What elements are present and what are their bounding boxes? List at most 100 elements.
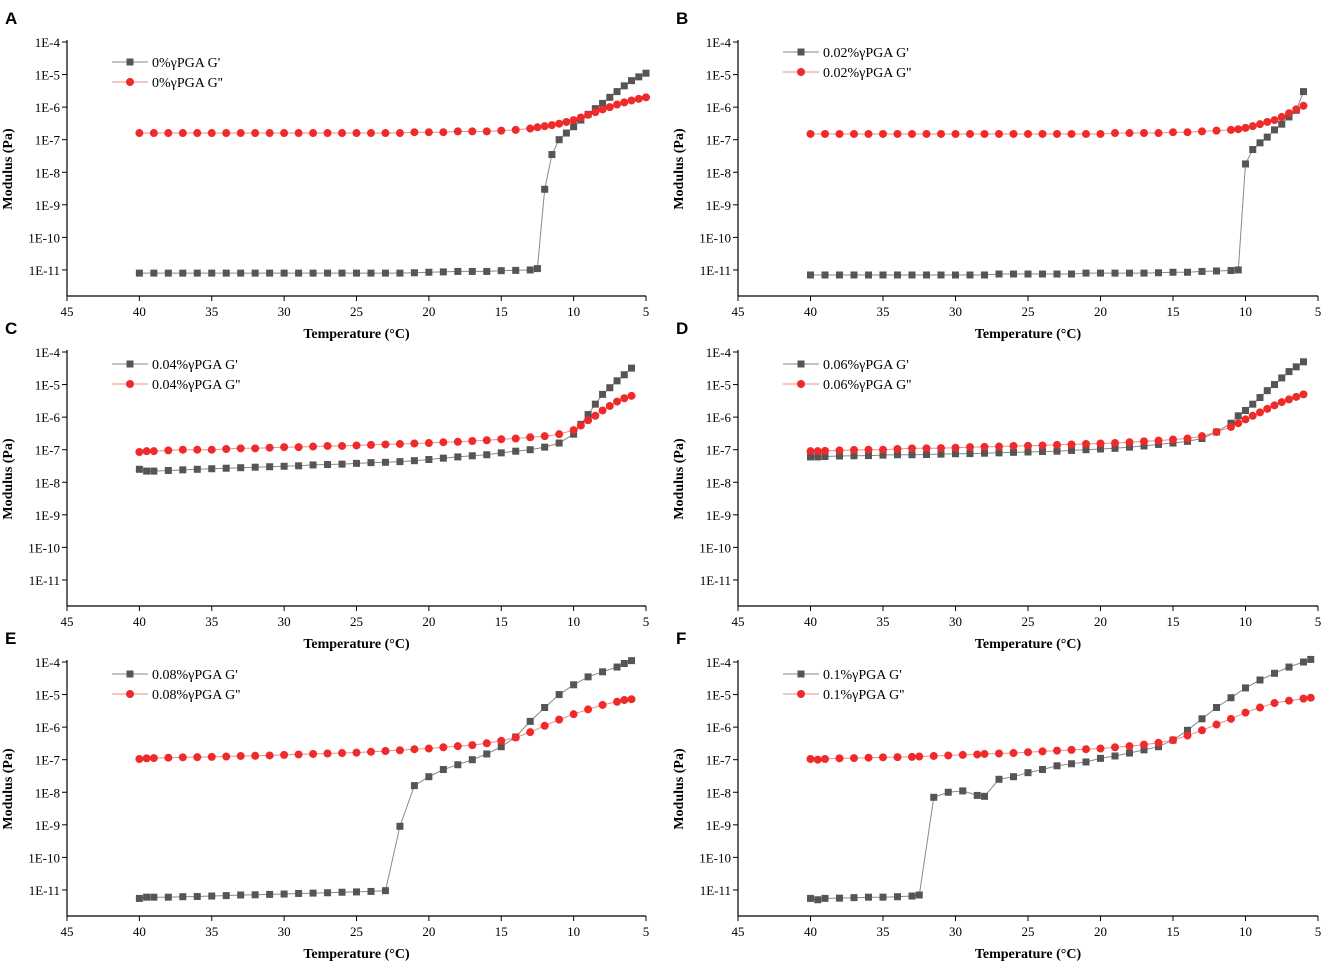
legend-marker-circle xyxy=(126,690,134,698)
data-point-square xyxy=(541,185,549,193)
y-tick-label: 1E-10 xyxy=(28,230,60,245)
data-point-circle xyxy=(980,749,989,758)
series-g-prime xyxy=(807,88,1307,279)
data-point-square xyxy=(1285,663,1293,671)
data-point-circle xyxy=(1241,708,1250,717)
data-point-square xyxy=(995,775,1003,783)
data-point-circle xyxy=(958,750,967,759)
data-point-square xyxy=(821,452,829,460)
data-point-square xyxy=(981,792,988,800)
data-point-square xyxy=(606,93,614,101)
data-point-circle xyxy=(540,721,549,730)
y-tick-label: 1E-10 xyxy=(28,540,60,555)
data-point-square xyxy=(309,269,317,277)
data-point-square xyxy=(1126,749,1133,757)
y-tick-label: 1E-9 xyxy=(35,508,60,523)
data-point-square xyxy=(1068,760,1075,768)
data-point-square xyxy=(555,439,563,447)
series-g-double-prime xyxy=(135,695,636,764)
data-point-circle xyxy=(280,129,289,138)
data-point-square xyxy=(1242,684,1249,692)
data-point-square xyxy=(1256,394,1264,402)
data-point-square xyxy=(1068,270,1075,278)
data-point-square xyxy=(850,271,858,279)
data-point-square xyxy=(966,271,974,279)
data-point-circle xyxy=(1212,126,1221,135)
data-point-circle xyxy=(1263,117,1272,126)
data-point-circle xyxy=(1285,696,1293,705)
data-point-circle xyxy=(366,747,375,756)
data-point-square xyxy=(367,887,375,895)
data-point-square xyxy=(836,894,843,902)
data-point-circle xyxy=(864,753,873,762)
data-point-square xyxy=(280,890,288,898)
data-point-circle xyxy=(569,710,578,719)
legend-label: 0.04%γPGA G'' xyxy=(152,378,240,393)
data-point-circle xyxy=(576,113,585,122)
data-point-circle xyxy=(937,129,945,138)
legend-entry: 0.06%γPGA G'' xyxy=(783,378,911,393)
series-g-prime xyxy=(135,69,650,277)
data-point-square xyxy=(208,269,216,277)
data-point-circle xyxy=(879,129,887,138)
data-point-square xyxy=(1256,139,1264,147)
data-point-circle xyxy=(193,129,202,138)
data-point-square xyxy=(541,443,549,451)
data-point-square xyxy=(497,449,505,457)
data-point-circle xyxy=(1024,441,1032,450)
data-point-square xyxy=(836,452,843,460)
legend-marker-circle xyxy=(797,690,805,698)
data-point-square xyxy=(266,463,274,471)
data-point-square xyxy=(1010,448,1017,456)
x-tick-label: 45 xyxy=(732,614,745,629)
data-point-circle xyxy=(1067,745,1076,754)
data-point-square xyxy=(821,271,829,279)
data-point-square xyxy=(865,893,872,901)
data-point-circle xyxy=(439,128,448,137)
data-point-square xyxy=(937,450,945,458)
data-point-circle xyxy=(922,129,931,138)
data-point-circle xyxy=(178,753,187,762)
data-point-circle xyxy=(980,129,989,138)
x-tick-label: 5 xyxy=(1315,924,1322,939)
data-point-square xyxy=(324,889,332,897)
data-point-circle xyxy=(584,110,593,119)
legend-entry: 0.02%γPGA G'' xyxy=(783,66,911,81)
x-tick-label: 25 xyxy=(1022,304,1035,319)
data-point-square xyxy=(995,449,1003,457)
x-tick-label: 45 xyxy=(732,924,745,939)
chart-panel-b: B 45 40 35 30 25 20 15 10 5 1E-11 1E-10 1E-9 1E-8 1E-7… xyxy=(672,9,1321,342)
data-point-square xyxy=(865,452,872,460)
panel-letter: D xyxy=(676,319,688,338)
data-point-circle xyxy=(908,444,916,453)
data-point-circle xyxy=(207,129,216,138)
x-tick-label: 25 xyxy=(350,924,363,939)
data-point-circle xyxy=(1067,129,1076,138)
data-point-square xyxy=(894,893,901,901)
data-point-square xyxy=(620,659,628,667)
data-point-square xyxy=(193,465,201,473)
legend-label: 0.1%γPGA G' xyxy=(823,668,902,683)
data-point-square xyxy=(599,99,607,107)
data-point-circle xyxy=(395,439,404,448)
data-point-circle xyxy=(294,129,303,138)
data-point-circle xyxy=(352,129,361,138)
data-point-circle xyxy=(526,728,535,737)
data-point-square xyxy=(981,449,988,457)
legend-entry: 0%γPGA G'' xyxy=(112,76,223,91)
y-tick-label: 1E-5 xyxy=(706,688,731,703)
data-point-square xyxy=(1082,446,1090,454)
data-point-circle xyxy=(620,696,629,705)
data-point-square xyxy=(865,271,872,279)
y-axis-title: Modulus (Pa) xyxy=(1,748,16,830)
data-point-square xyxy=(1111,752,1119,760)
data-point-square xyxy=(425,268,433,276)
data-point-circle xyxy=(813,755,822,764)
data-point-circle xyxy=(1234,125,1243,134)
data-point-circle xyxy=(149,447,158,456)
data-point-square xyxy=(208,465,216,473)
data-point-square xyxy=(143,893,151,901)
data-point-circle xyxy=(236,444,245,453)
x-tick-label: 40 xyxy=(133,924,146,939)
data-point-circle xyxy=(944,751,953,760)
